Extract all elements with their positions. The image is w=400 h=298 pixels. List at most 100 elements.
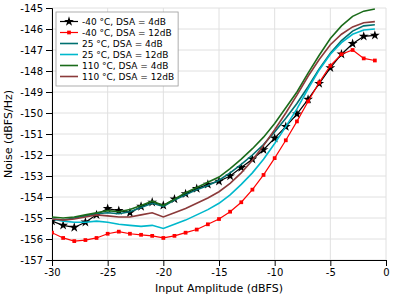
marker xyxy=(184,231,188,235)
tick-label: -157 xyxy=(20,255,43,266)
tick: -157 xyxy=(20,255,52,266)
tick-mark xyxy=(108,260,109,266)
tick-label: -152 xyxy=(20,150,43,161)
tick-mark xyxy=(46,113,52,114)
grid xyxy=(52,8,386,260)
marker xyxy=(359,31,369,40)
marker xyxy=(284,138,288,142)
tick-mark xyxy=(330,260,331,266)
tick: -154 xyxy=(20,192,52,203)
tick-label: -147 xyxy=(20,45,43,56)
legend-entry: 25 °C, DSA = 4dB xyxy=(60,39,163,49)
legend-swatch xyxy=(60,54,78,56)
line xyxy=(52,9,375,218)
grid-line-y xyxy=(52,113,386,114)
marker xyxy=(161,236,165,240)
marker xyxy=(262,173,266,177)
grid-line-y xyxy=(52,197,386,198)
marker xyxy=(351,48,355,52)
plot: -30-25-20-15-10-50-157-156-155-154-153-1… xyxy=(20,3,389,278)
legend-label: 110 °C, DSA = 4dB xyxy=(82,61,168,71)
tick-mark xyxy=(46,176,52,177)
tick-mark xyxy=(46,134,52,135)
marks xyxy=(52,9,380,243)
marker xyxy=(239,200,243,204)
tick-label: -155 xyxy=(20,213,43,224)
tick-mark xyxy=(46,218,52,219)
marker xyxy=(61,236,65,240)
tick-mark xyxy=(46,92,52,93)
legend-entry: 25 °C, DSA = 12dB xyxy=(60,50,168,60)
legend-label: 110 °C, DSA = 12dB xyxy=(82,72,174,82)
tick-mark xyxy=(46,197,52,198)
series xyxy=(52,29,375,229)
marker xyxy=(206,222,210,226)
marker xyxy=(295,120,299,124)
line xyxy=(52,35,375,227)
tick: -156 xyxy=(20,234,52,245)
y-axis: -157 -156 -155 -154 -153 -152 -151 -150 -149 -148… xyxy=(20,3,52,266)
tick: -20 xyxy=(156,260,172,278)
legend-entry: -40 °C, DSA = 4dB xyxy=(60,16,166,26)
marker xyxy=(117,230,121,234)
legend-swatch xyxy=(60,65,78,67)
legend-swatch xyxy=(60,76,78,78)
marker xyxy=(328,64,332,68)
grid-line-y xyxy=(52,239,386,240)
series xyxy=(52,25,375,220)
tick-label: -5 xyxy=(326,267,336,278)
tick-mark xyxy=(46,71,52,72)
tick: -150 xyxy=(20,108,52,119)
marker xyxy=(69,222,79,231)
line xyxy=(52,29,375,229)
tick-label: -156 xyxy=(20,234,43,245)
tick-label: -145 xyxy=(20,3,43,14)
tick: 0 xyxy=(383,260,389,278)
grid-line-y xyxy=(52,8,386,9)
marker xyxy=(139,233,143,237)
marker xyxy=(273,156,277,160)
marker xyxy=(251,188,255,192)
tick-label: -20 xyxy=(156,267,172,278)
x-axis-title: Input Amplitude (dBFS) xyxy=(155,282,283,295)
marker xyxy=(128,232,132,236)
tick: -153 xyxy=(20,171,52,182)
line xyxy=(52,25,375,220)
legend-label: 25 °C, DSA = 12dB xyxy=(82,50,168,60)
tick-label: -153 xyxy=(20,171,43,182)
legend-label: -40 °C, DSA = 4dB xyxy=(82,17,166,27)
legend-box xyxy=(56,12,178,86)
legend-marker xyxy=(67,31,71,35)
tick-mark xyxy=(46,8,52,9)
tick-label: -15 xyxy=(211,267,227,278)
marker xyxy=(362,57,366,61)
tick-mark xyxy=(163,260,164,266)
tick-label: -146 xyxy=(20,24,43,35)
marker xyxy=(348,39,358,48)
marker xyxy=(217,217,221,221)
axis-line xyxy=(46,9,53,261)
marker xyxy=(106,232,110,236)
line xyxy=(52,22,375,220)
tick: -146 xyxy=(20,24,52,35)
tick-mark xyxy=(46,29,52,30)
tick-mark xyxy=(46,260,52,261)
tick-label: -149 xyxy=(20,87,43,98)
grid-line-y xyxy=(52,134,386,135)
tick: -145 xyxy=(20,3,52,14)
tick: -155 xyxy=(20,213,52,224)
marker xyxy=(373,59,377,63)
marker xyxy=(195,228,199,232)
marker xyxy=(317,81,321,85)
tick-mark xyxy=(46,50,52,51)
marker xyxy=(72,239,76,243)
tick: -149 xyxy=(20,87,52,98)
tick-label: -151 xyxy=(20,129,43,140)
grid-line-y xyxy=(52,155,386,156)
tick-label: -30 xyxy=(44,267,60,278)
tick-label: -150 xyxy=(20,108,43,119)
marker xyxy=(84,238,88,242)
x-axis: -30-25-20-15-10-50 xyxy=(44,260,389,278)
legend-marker xyxy=(64,16,74,25)
tick: -148 xyxy=(20,66,52,77)
